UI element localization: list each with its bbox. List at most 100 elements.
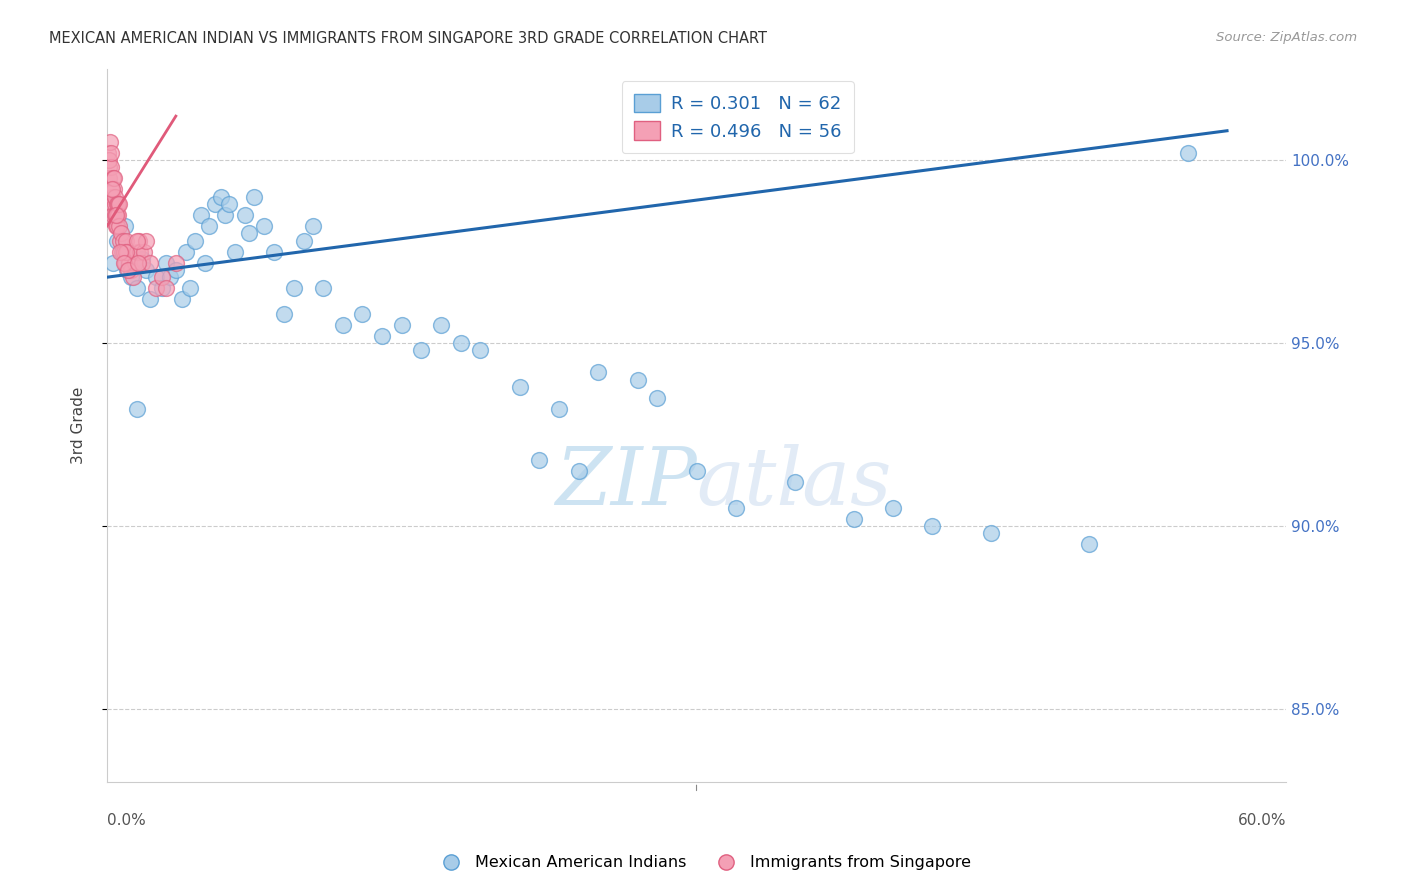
Point <box>391 318 413 332</box>
Point <box>97 145 120 160</box>
Point <box>129 244 152 259</box>
Point <box>104 208 127 222</box>
Point <box>108 244 131 259</box>
Point <box>238 226 260 240</box>
Point <box>121 270 143 285</box>
Text: ZIP: ZIP <box>555 444 696 521</box>
Point <box>104 219 127 233</box>
Point <box>98 135 121 149</box>
Point <box>198 219 221 233</box>
Point <box>120 263 142 277</box>
Point <box>105 208 128 222</box>
Point <box>150 281 173 295</box>
Text: 60.0%: 60.0% <box>1237 813 1286 828</box>
Point <box>100 145 122 160</box>
Point <box>131 255 153 269</box>
Point <box>120 270 142 285</box>
Point <box>218 197 240 211</box>
Legend: Mexican American Indians, Immigrants from Singapore: Mexican American Indians, Immigrants fro… <box>429 849 977 877</box>
Point <box>214 208 236 222</box>
Point <box>100 182 122 196</box>
Point <box>114 244 136 259</box>
Point <box>145 281 167 295</box>
Point <box>103 182 125 196</box>
Point <box>190 208 212 222</box>
Point <box>194 255 217 269</box>
Point <box>685 464 707 478</box>
Point <box>111 244 134 259</box>
Point <box>128 234 150 248</box>
Point <box>139 292 162 306</box>
Point <box>114 219 136 233</box>
Point <box>302 219 325 233</box>
Point <box>105 219 128 233</box>
Point <box>103 171 125 186</box>
Point <box>882 500 904 515</box>
Point <box>105 234 128 248</box>
Point <box>114 255 136 269</box>
Point <box>111 244 134 259</box>
Point <box>112 255 135 269</box>
Point <box>165 255 187 269</box>
Point <box>430 318 453 332</box>
Point <box>312 281 335 295</box>
Point <box>783 475 806 490</box>
Y-axis label: 3rd Grade: 3rd Grade <box>72 387 86 464</box>
Point <box>184 234 207 248</box>
Point <box>98 171 121 186</box>
Point <box>100 161 122 175</box>
Point <box>134 244 156 259</box>
Legend: R = 0.301   N = 62, R = 0.496   N = 56: R = 0.301 N = 62, R = 0.496 N = 56 <box>621 81 853 153</box>
Point <box>111 234 134 248</box>
Point <box>155 255 177 269</box>
Point <box>101 197 124 211</box>
Text: Source: ZipAtlas.com: Source: ZipAtlas.com <box>1216 31 1357 45</box>
Point <box>145 270 167 285</box>
Point <box>105 197 128 211</box>
Point <box>509 380 531 394</box>
Point <box>450 336 472 351</box>
Point <box>135 263 157 277</box>
Point <box>1177 145 1199 160</box>
Point <box>292 234 315 248</box>
Text: atlas: atlas <box>696 444 891 521</box>
Point <box>139 255 162 269</box>
Point <box>135 234 157 248</box>
Point <box>209 189 232 203</box>
Point <box>588 365 610 379</box>
Point <box>980 526 1002 541</box>
Point <box>127 255 149 269</box>
Point <box>125 281 148 295</box>
Point <box>470 343 492 358</box>
Point <box>101 182 124 196</box>
Point <box>548 401 571 416</box>
Point <box>921 519 943 533</box>
Point <box>107 208 129 222</box>
Point <box>332 318 354 332</box>
Point <box>117 263 139 277</box>
Point <box>125 234 148 248</box>
Point <box>724 500 747 515</box>
Point <box>155 281 177 295</box>
Point <box>125 244 148 259</box>
Point <box>224 244 246 259</box>
Point <box>273 307 295 321</box>
Point <box>103 197 125 211</box>
Point <box>243 189 266 203</box>
Point <box>125 401 148 416</box>
Point <box>115 263 138 277</box>
Point <box>108 234 131 248</box>
Point <box>103 208 125 222</box>
Point <box>114 234 136 248</box>
Point <box>131 252 153 266</box>
Point <box>165 263 187 277</box>
Point <box>179 281 201 295</box>
Point <box>118 255 141 269</box>
Point <box>1078 537 1101 551</box>
Point <box>842 512 865 526</box>
Point <box>352 307 374 321</box>
Text: 0.0%: 0.0% <box>107 813 146 828</box>
Point <box>371 328 394 343</box>
Point <box>101 189 124 203</box>
Point <box>253 219 276 233</box>
